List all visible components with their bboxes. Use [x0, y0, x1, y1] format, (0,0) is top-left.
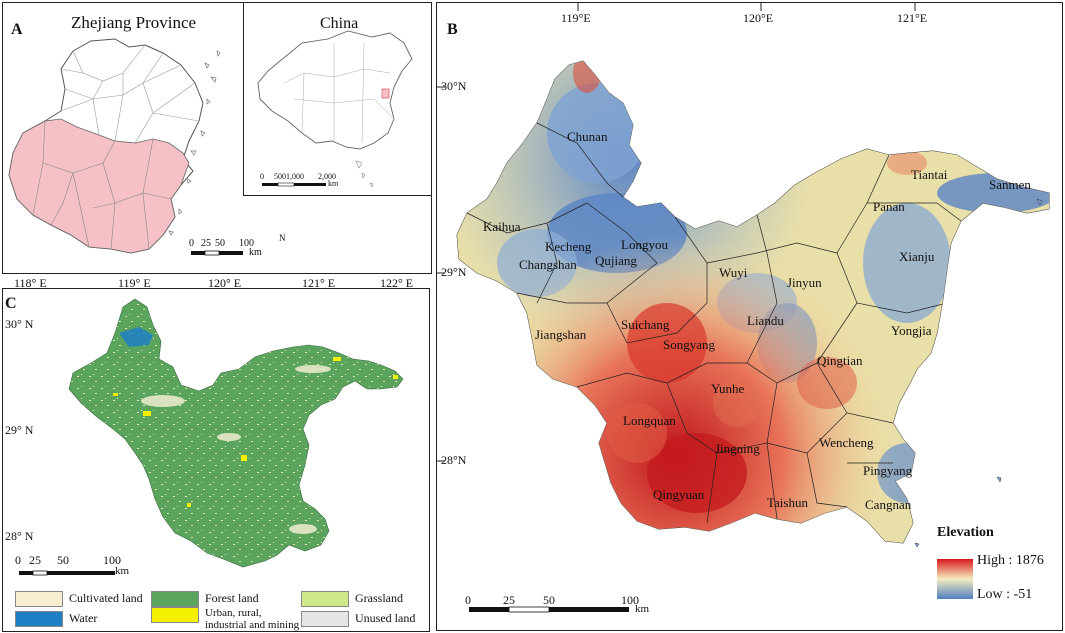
land-use-region: [68, 298, 404, 568]
county-label: Jiangshan: [535, 327, 587, 342]
panel-c-scale-tick-0: 0: [15, 553, 21, 567]
county-label: Jinyun: [787, 275, 822, 290]
inset-scale-tick-0: 0: [260, 172, 264, 181]
panel-b-lon-tick-0: 119°E: [561, 11, 591, 25]
panel-b-letter: B: [447, 21, 458, 38]
north-arrow-label: N: [279, 233, 286, 243]
panel-c-lat-tick-1: 29° N: [5, 423, 34, 437]
county-label: Longquan: [623, 413, 676, 428]
county-label: Yongjia: [891, 323, 932, 338]
elevation-legend-high: High : 1876: [977, 553, 1044, 568]
panel-c-scale-tick-3: 100: [103, 553, 121, 567]
panel-a-scale-tick-1: 25: [201, 238, 211, 249]
elevation-legend-title: Elevation: [937, 525, 994, 540]
panel-c-scale-unit: km: [115, 565, 130, 577]
county-label: Qingyuan: [653, 487, 705, 502]
county-label: Sanmen: [989, 177, 1031, 192]
swatch-urban-land: [151, 607, 199, 623]
panel-b-scale-tick-3: 100: [621, 593, 639, 607]
panel-b-lat-tick-2: 28°N: [441, 453, 467, 467]
panel-a-scale-tick-0: 0: [189, 238, 194, 249]
county-label: Panan: [873, 199, 905, 214]
panel-b-lat-tick-1: 29°N: [441, 265, 467, 279]
panel-a-scale-tick-3: 100: [239, 238, 254, 249]
county-label: Xianju: [899, 249, 935, 264]
panel-c-scale-tick-1: 25: [29, 553, 41, 567]
county-label: Changshan: [519, 257, 577, 272]
swatch-forest-land: [151, 591, 199, 607]
swatch-unused-land: [301, 611, 349, 627]
county-label: Yunhe: [711, 381, 745, 396]
panel-c-land-use-map: C: [2, 288, 430, 632]
zhejiang-province-map: [8, 38, 243, 256]
panel-c-lon-tick-3: 121° E: [302, 276, 336, 290]
swatch-cultivated-land: [15, 591, 63, 607]
panel-b-lat-tick-0: 30°N: [441, 79, 467, 93]
county-label: Longyou: [621, 237, 668, 252]
panel-c-scale-bar: [19, 570, 115, 576]
panel-b-scale-tick-1: 25: [503, 593, 515, 607]
legend-cultivated-land: Cultivated land: [15, 591, 143, 607]
county-label: Tiantai: [911, 167, 948, 182]
china-inset-map: China 0 5: [243, 3, 431, 196]
elevation-legend-low: Low : -51: [977, 587, 1033, 602]
panel-c-lat-tick-2: 28° N: [5, 529, 34, 543]
inset-scale-bar: [262, 182, 326, 187]
inset-title: China: [320, 15, 359, 32]
panel-b-scale-tick-2: 50: [543, 593, 555, 607]
panel-a-scale-unit: km: [249, 247, 262, 258]
legend-unused-land: Unused land: [301, 611, 415, 627]
panel-c-scale-tick-2: 50: [57, 553, 69, 567]
elevation-color-ramp: [937, 559, 973, 599]
county-label: Liandu: [747, 313, 784, 328]
county-label: Kecheng: [545, 239, 592, 254]
panel-a-zhejiang-location: A Zhejiang Province: [2, 2, 432, 274]
panel-a-scale-bar: [191, 250, 243, 256]
water-body: [119, 327, 153, 347]
panel-b-scale-bar: [469, 606, 629, 613]
panel-a-scale-tick-2: 50: [215, 238, 225, 249]
panel-c-lon-tick-1: 119° E: [118, 276, 151, 290]
county-label: Wencheng: [819, 435, 874, 450]
elevation-raster: [437, 3, 1050, 613]
urban-land-patches: [113, 357, 398, 507]
county-label: Songyang: [663, 337, 715, 352]
panel-a-letter: A: [11, 21, 23, 38]
county-label: Pingyang: [863, 463, 913, 478]
panel-b-scale-unit: km: [635, 603, 650, 615]
county-label: Qujiang: [595, 253, 637, 268]
inset-scale-tick-1: 500: [274, 172, 286, 181]
inset-scale-unit: km: [328, 179, 339, 188]
swatch-grassland: [301, 591, 349, 607]
legend-forest-land: Forest land: [151, 591, 259, 607]
panel-b-scale-tick-0: 0: [465, 593, 471, 607]
panel-c-letter: C: [5, 295, 17, 312]
panel-c-lon-tick-2: 120° E: [208, 276, 242, 290]
panel-c-lat-tick-0: 30° N: [5, 317, 34, 331]
legend-grassland: Grassland: [301, 591, 403, 607]
panel-b-elevation-map: B: [436, 2, 1063, 631]
inset-zhejiang-highlight: [381, 88, 390, 99]
panel-a-title: Zhejiang Province: [71, 13, 197, 32]
swatch-water: [15, 611, 63, 627]
inset-scale-tick-2: 1,000: [286, 172, 304, 181]
county-label: Wuyi: [719, 265, 748, 280]
county-label: Qingtian: [817, 353, 863, 368]
county-label: Chunan: [567, 129, 608, 144]
county-label: Taishun: [767, 495, 808, 510]
panel-b-lon-tick-1: 120°E: [743, 11, 774, 25]
county-label: Kaihua: [483, 219, 521, 234]
panel-b-lon-tick-2: 121°E: [897, 11, 928, 25]
land-use-raster: [19, 298, 404, 576]
legend-water: Water: [15, 611, 97, 627]
legend-urban-land: Urban, rural, industrial and mining land: [151, 607, 301, 631]
county-label: Suichang: [621, 317, 670, 332]
panel-c-lon-tick-0b: 118° E: [14, 276, 47, 290]
inset-scale-tick-3: 2,000: [318, 172, 336, 181]
county-label: Jingning: [715, 441, 760, 456]
panel-c-lon-tick-4: 122° E: [380, 276, 414, 290]
county-label: Cangnan: [865, 497, 912, 512]
